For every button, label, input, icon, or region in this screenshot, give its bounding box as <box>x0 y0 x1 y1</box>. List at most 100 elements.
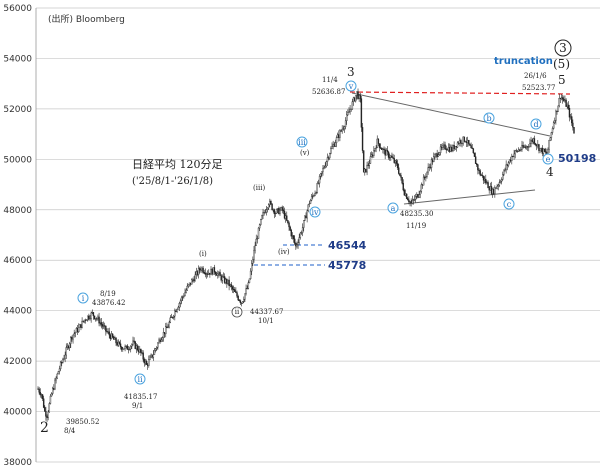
candle-body <box>236 292 238 297</box>
candle-body <box>502 174 504 180</box>
candle-body <box>551 128 554 133</box>
candle-body <box>370 154 373 157</box>
candle-body <box>309 199 312 204</box>
candle-body <box>407 198 409 201</box>
upper-triangle-line <box>351 92 551 137</box>
candle-body <box>442 145 444 148</box>
wave-d-marker: d <box>530 118 542 130</box>
candle-body <box>417 194 419 198</box>
candle-body <box>234 289 236 292</box>
candle-body <box>122 348 124 350</box>
candle-body <box>491 189 494 194</box>
candle-body <box>566 104 568 107</box>
candle-body <box>529 143 531 147</box>
wave-5-label: 5 <box>558 73 566 87</box>
candle-body <box>203 271 205 274</box>
candle-body <box>286 215 288 221</box>
truncation-label: truncation <box>494 56 553 67</box>
candle-body <box>65 347 67 356</box>
candle-body <box>306 210 308 219</box>
y-tick-label: 52000 <box>3 105 32 115</box>
candle-body <box>353 97 356 102</box>
candle-body <box>314 193 316 196</box>
candle-body <box>274 213 277 215</box>
candle-body <box>260 219 262 225</box>
candle-body <box>205 273 208 275</box>
candle-body <box>393 158 395 163</box>
candle-body <box>217 273 219 276</box>
candle-body <box>450 146 452 152</box>
candle-body <box>511 156 513 161</box>
candle-body <box>229 284 231 287</box>
candle-body <box>82 320 84 322</box>
candle-body <box>558 97 560 107</box>
candle-body <box>520 149 522 151</box>
candle-body <box>427 167 429 173</box>
candle-body <box>239 300 242 304</box>
candle-body <box>398 167 400 174</box>
candle-body <box>307 204 309 212</box>
candle-body <box>246 288 248 290</box>
candle-body <box>490 186 493 194</box>
candle-body <box>124 346 126 349</box>
svg-text:d: d <box>533 120 538 129</box>
candle-body <box>497 185 499 187</box>
wave-3-circle-label: 3 <box>559 41 567 55</box>
candle-body <box>454 145 456 150</box>
candle-body <box>79 324 81 328</box>
candle-body <box>315 192 317 194</box>
candle-body <box>494 187 496 194</box>
candle-body <box>374 148 376 151</box>
candle-body <box>264 212 266 214</box>
y-tick-label: 44000 <box>3 307 32 317</box>
y-tick-label: 40000 <box>3 408 32 418</box>
candle-body <box>448 147 451 152</box>
candle-body <box>444 144 446 149</box>
y-tick-label: 50000 <box>3 155 32 165</box>
candle-body <box>437 154 440 157</box>
candle-body <box>324 165 326 168</box>
candle-body <box>565 99 567 107</box>
candle-body <box>332 144 334 147</box>
candle-body <box>540 147 542 149</box>
candle-body <box>463 136 466 142</box>
candle-body <box>256 238 259 240</box>
candle-body <box>438 152 441 156</box>
candle-body <box>111 333 114 338</box>
candle-body <box>172 315 175 318</box>
candle-body <box>573 127 575 134</box>
candle-body <box>90 312 92 319</box>
candle-body <box>290 229 292 237</box>
candle-body <box>54 379 56 390</box>
candle-body <box>425 176 427 178</box>
candle-body <box>381 148 383 150</box>
candle-body <box>282 209 285 212</box>
candle-body <box>316 183 319 193</box>
wave-paren-i-label: (i) <box>199 250 207 258</box>
candle-body <box>462 136 464 144</box>
candle-body <box>507 162 510 166</box>
wave-3-label: 3 <box>347 65 355 79</box>
candle-body <box>330 148 332 154</box>
candle-body <box>115 337 117 344</box>
candle-body <box>523 146 525 148</box>
candle-body <box>296 244 298 247</box>
candle-body <box>379 147 382 149</box>
candle-body <box>127 349 130 351</box>
candle-body <box>503 169 505 175</box>
candle-body <box>516 150 519 152</box>
candle-body <box>372 154 374 156</box>
point-date-label: 26/1/6 <box>524 72 547 80</box>
candle-body <box>119 343 122 348</box>
candle-body <box>220 275 222 281</box>
candle-body <box>331 146 333 149</box>
candle-body <box>385 150 387 156</box>
y-tick-label: 48000 <box>3 206 32 216</box>
candle-body <box>567 104 570 109</box>
candle-body <box>187 284 190 287</box>
point-value-label: 41835.17 <box>124 393 157 401</box>
candle-body <box>365 168 367 173</box>
candle-body <box>52 388 54 394</box>
candle-body <box>378 143 381 148</box>
point-value-label: 39850.52 <box>66 418 99 426</box>
